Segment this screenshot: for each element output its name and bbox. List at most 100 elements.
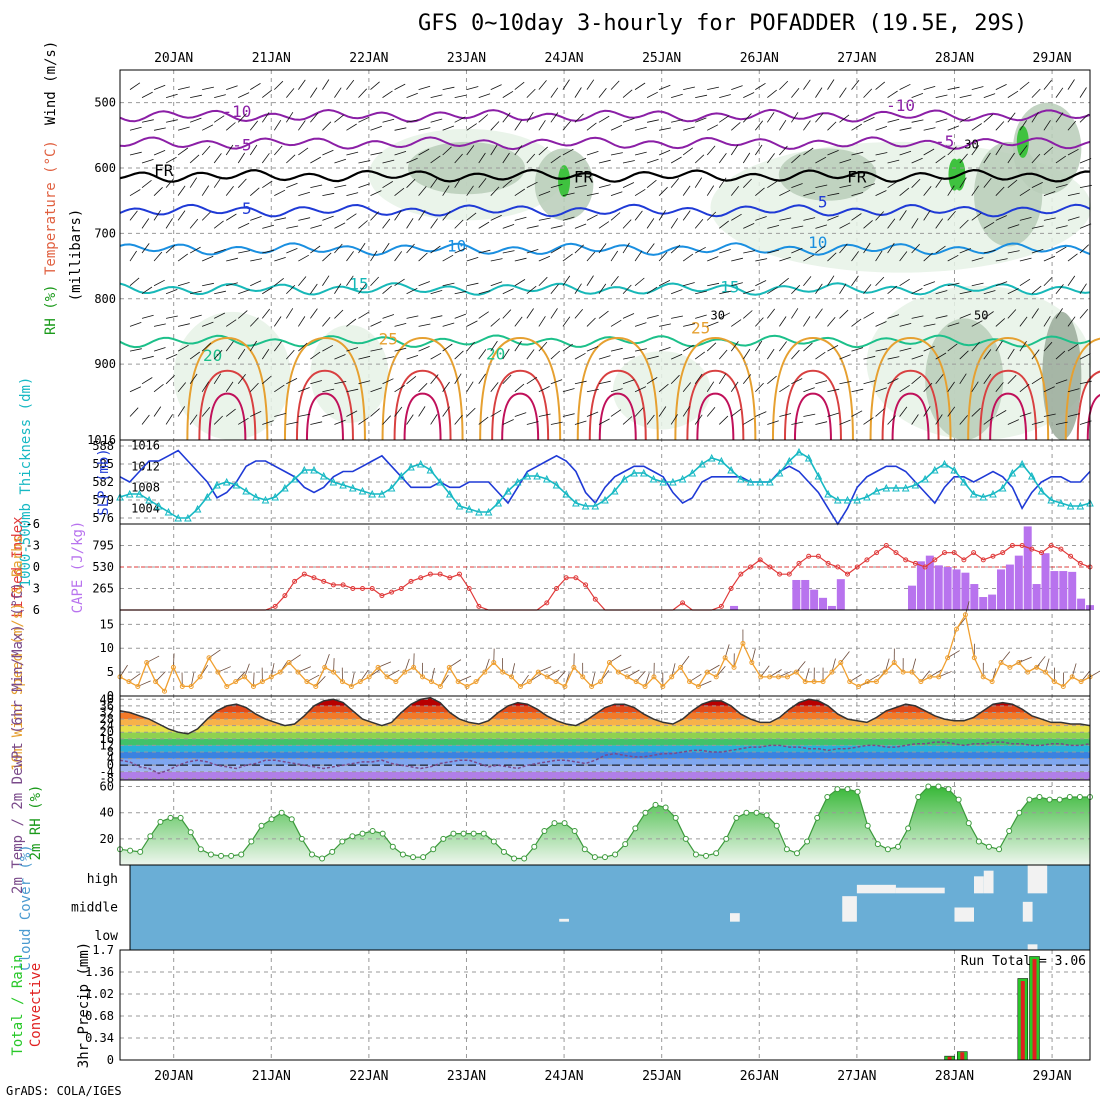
wind-barb — [322, 192, 335, 197]
wind-barb — [490, 281, 503, 287]
temp-band — [120, 705, 1090, 713]
wind-barb — [815, 184, 828, 189]
wind-speed-marker — [811, 679, 817, 685]
wind-barb — [1031, 285, 1042, 295]
wind-barb — [418, 281, 430, 287]
wind-barb — [863, 160, 876, 164]
wind-barb — [1019, 278, 1031, 287]
thickness-marker — [969, 489, 978, 498]
wind-barb — [851, 213, 862, 221]
thickness-marker — [378, 489, 386, 498]
wind-barb — [310, 351, 321, 360]
lifted-index-marker — [447, 575, 453, 581]
temp-tick-label: -4 — [100, 765, 114, 779]
isotherm-line — [119, 203, 1091, 218]
wind-barb — [815, 112, 824, 123]
wind-barb — [719, 312, 731, 319]
lifted-index-marker — [738, 571, 744, 577]
thickness-marker — [135, 489, 144, 498]
wind-barb — [322, 121, 332, 131]
wind-barb — [1079, 158, 1092, 164]
wind-barb — [418, 85, 431, 90]
thickness-marker — [639, 468, 648, 477]
wind-barb — [706, 342, 717, 352]
rh-marker — [672, 814, 679, 821]
wind-barb — [466, 257, 479, 262]
wind-barb — [382, 314, 395, 319]
wind-barb — [490, 121, 500, 131]
wind-barb — [394, 127, 407, 131]
wind-barb — [598, 221, 610, 229]
wind-barb — [1043, 276, 1053, 287]
rh-marker — [288, 816, 295, 823]
wind-speed-marker — [856, 683, 862, 689]
wind-speed-marker — [571, 664, 577, 670]
wind-barb — [502, 179, 513, 188]
thickness-marker — [426, 465, 435, 474]
wind-barb — [706, 145, 716, 156]
wind-barb — [610, 124, 623, 131]
x-tick-label-top: 27JAN — [837, 51, 876, 66]
thickness-marker — [746, 477, 755, 486]
wind-barb — [851, 251, 859, 262]
wind-barb — [730, 381, 739, 393]
rh-marker — [268, 816, 275, 823]
wind-barb — [887, 218, 896, 229]
lifted-index-marker — [874, 550, 880, 556]
lifted-index-marker — [340, 582, 346, 588]
rh-marker — [187, 829, 194, 836]
wind-speed-marker — [1034, 664, 1040, 670]
wind-barb — [478, 416, 489, 425]
lifted-index-marker — [718, 603, 724, 609]
wind-barb — [346, 347, 359, 352]
isotherm-label: 5 — [242, 199, 252, 218]
wind-speed-marker — [215, 669, 221, 675]
wind-barb — [863, 284, 872, 294]
wind-barb — [550, 155, 561, 164]
isotherm-label: 5 — [818, 192, 828, 211]
wind-barb — [851, 192, 864, 197]
wind-barb — [249, 144, 258, 156]
wind-barb — [622, 379, 635, 385]
isotherm-label: 10 — [808, 233, 827, 252]
precip-legend-convective: Convective — [28, 963, 44, 1047]
wind-barb — [346, 213, 357, 221]
wind-barb — [875, 408, 885, 417]
wind-barb — [202, 86, 214, 91]
wind-barb — [742, 152, 751, 164]
wind-speed-marker — [962, 612, 968, 618]
rh-marker — [157, 818, 164, 825]
cloud-level-label: middle — [71, 901, 118, 916]
wind-barb — [189, 351, 201, 360]
thickness-marker — [863, 492, 871, 501]
rh-marker — [1036, 794, 1043, 800]
wind-speed-marker — [375, 664, 381, 670]
thickness-marker — [465, 504, 474, 513]
wind-speed-marker — [1025, 669, 1031, 675]
wind-barb — [310, 283, 318, 294]
wind-barb — [141, 159, 154, 164]
wind-barb — [1055, 350, 1066, 360]
wind-barb — [742, 113, 752, 123]
rh-marker — [511, 855, 518, 862]
thickness-marker — [1047, 495, 1056, 504]
wind-speed-line — [119, 613, 1091, 693]
wind-barb — [767, 180, 778, 189]
wind-barb — [201, 211, 211, 221]
thickness-marker — [445, 489, 454, 498]
wind-speed-marker — [473, 679, 479, 685]
wind-barb — [634, 407, 644, 417]
wind-barb — [658, 280, 671, 287]
wind-barb — [1031, 308, 1039, 319]
x-tick-label-top: 29JAN — [1033, 51, 1072, 66]
wind-speed-marker — [704, 669, 710, 675]
wind-barb — [791, 247, 803, 254]
wind-barb — [1055, 379, 1068, 385]
pressure-tick-label: 1016 — [87, 433, 116, 447]
rh-marker — [480, 830, 487, 837]
wind-barb — [165, 375, 175, 385]
wind-barb — [442, 210, 451, 221]
wind-barb — [731, 85, 743, 90]
wind-barb — [141, 377, 153, 385]
wind-barb — [1067, 192, 1080, 197]
